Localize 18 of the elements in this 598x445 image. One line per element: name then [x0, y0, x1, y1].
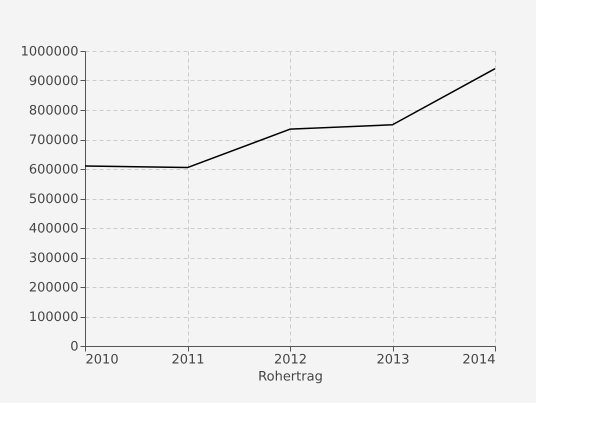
x-tick-label: 2011 [171, 352, 205, 368]
line-series [84, 68, 496, 168]
y-tick-label: 600000 [28, 162, 78, 178]
x-tick-label: 2014 [462, 352, 496, 368]
y-tick-label: 300000 [28, 251, 78, 266]
y-tick-label: 200000 [28, 280, 78, 296]
y-tick-label: 400000 [28, 222, 78, 236]
y-tick-label: 100000 [28, 310, 78, 325]
y-tick-label: 0 [70, 340, 78, 354]
x-tick-label: 2013 [376, 352, 410, 368]
y-tick-label: 500000 [28, 192, 78, 207]
y-tick-label: 700000 [28, 133, 78, 148]
x-axis-title: Rohertrag [258, 370, 323, 384]
x-tick-label: 2012 [274, 352, 308, 368]
y-tick-label: 900000 [28, 74, 78, 89]
y-tick-label: 1000000 [20, 44, 78, 60]
x-tick-label: 2010 [86, 352, 119, 368]
y-tick-label: 800000 [28, 104, 78, 118]
